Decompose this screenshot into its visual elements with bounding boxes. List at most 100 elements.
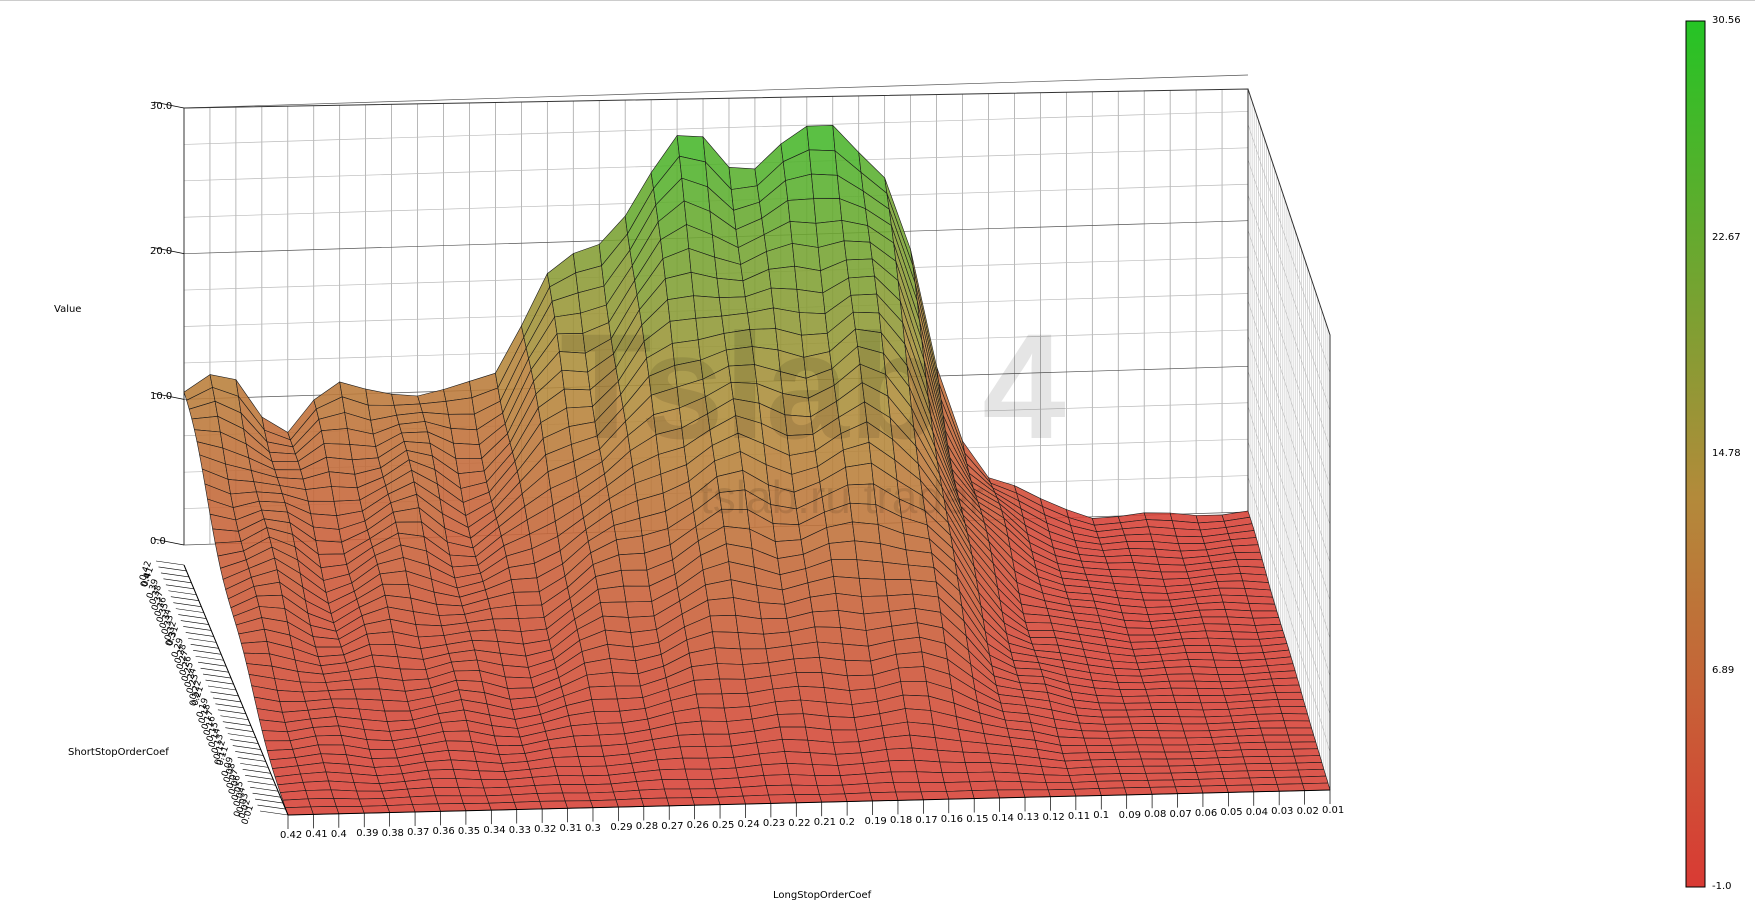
surface-cell: [856, 559, 886, 580]
colorbar-label: 30.56: [1712, 15, 1741, 26]
surface-cell: [1025, 622, 1054, 631]
y-tick-mark: [170, 596, 199, 602]
surface-cell: [284, 806, 314, 816]
surface-cell: [1083, 737, 1113, 746]
x-tick-label: 0.35: [457, 825, 481, 837]
surface-cell: [882, 561, 911, 581]
surface-cell: [695, 693, 725, 709]
surface-cell: [552, 756, 582, 767]
surface-cell: [1183, 644, 1213, 653]
y-tick-mark: [175, 608, 204, 613]
surface-cell: [1213, 659, 1243, 668]
surface-cell: [1125, 627, 1155, 636]
x-tick-label: 0.29: [610, 822, 633, 834]
surface-cell: [315, 734, 345, 746]
surface-cell: [615, 798, 645, 808]
surface-cell: [1138, 751, 1168, 760]
surface-cell: [852, 521, 881, 545]
surface-cell: [586, 672, 616, 688]
surface-cell: [716, 663, 746, 680]
surface-cell: [618, 552, 648, 571]
surface-cell: [1225, 784, 1255, 793]
surface-cell: [826, 701, 855, 718]
surface-cell: [625, 601, 655, 618]
surface-cell: [700, 720, 730, 735]
surface-cell: [1217, 673, 1247, 683]
surface-cell: [823, 687, 853, 705]
surface-cell: [1022, 789, 1051, 798]
surface-cell: [900, 681, 929, 697]
surface-cell: [1196, 601, 1226, 611]
surface-cell: [707, 756, 737, 770]
surface-cell: [1255, 713, 1285, 722]
surface-cell: [561, 369, 591, 391]
surface-cell: [1155, 723, 1185, 732]
y-tick-mark: [210, 691, 239, 697]
surface-cell: [709, 614, 739, 633]
y-tick-mark: [165, 584, 194, 590]
surface-cell: [1215, 749, 1244, 759]
surface-cell: [1153, 716, 1183, 725]
surface-cell: [758, 751, 788, 766]
surface-cell: [261, 730, 291, 742]
surface-cell: [356, 790, 386, 800]
surface-cell: [679, 746, 709, 759]
surface-cell: [703, 733, 732, 747]
surface-cell: [559, 351, 589, 373]
surface-cell: [457, 787, 487, 797]
z-tick-mark: [153, 247, 185, 255]
surface-cell: [1287, 734, 1317, 743]
surface-cell: [854, 540, 883, 563]
surface-cell: [788, 774, 818, 786]
y-tick-mark: [212, 697, 241, 703]
surface-cell: [1128, 634, 1157, 643]
x-axis-line: [287, 789, 1331, 816]
surface-cell: [844, 659, 874, 677]
surface-cell: [1274, 776, 1303, 785]
surface-cell: [305, 789, 335, 800]
x-tick-label: 0.33: [508, 824, 531, 836]
surface-cell: [335, 805, 365, 815]
surface-cell: [1289, 741, 1319, 750]
x-tick-label: 0.07: [1169, 808, 1192, 820]
y-tick-mark: [222, 721, 251, 727]
surface-cell: [850, 293, 880, 314]
surface-cell: [1181, 723, 1210, 732]
surface-cell: [450, 428, 480, 446]
surface-cell: [511, 793, 541, 803]
surface-cell: [1108, 737, 1138, 746]
surface-cell: [415, 624, 445, 638]
surface-cell: [597, 585, 627, 603]
surface-cell: [407, 786, 436, 798]
surface-cell: [842, 783, 871, 795]
surface-cell: [1262, 734, 1291, 743]
surface-cell: [363, 729, 393, 742]
surface-cell: [1244, 763, 1274, 772]
x-tick-label: 0.04: [1245, 806, 1269, 818]
surface-cell: [550, 746, 579, 758]
surface-cell: [830, 559, 860, 579]
surface-cell: [1147, 779, 1176, 788]
y-tick-mark: [190, 644, 219, 649]
surface-cell: [888, 759, 917, 773]
x-tick-label: 0.34: [483, 825, 506, 837]
surface-cell: [693, 295, 723, 319]
surface-cell: [488, 801, 518, 811]
surface-cell: [1149, 701, 1178, 710]
surface-cell: [412, 803, 441, 813]
x-tick-label: 0.32: [534, 823, 557, 835]
side-wall-frame: [1247, 88, 1331, 790]
x-tick-label: 0.24: [737, 819, 760, 831]
surface-cell: [478, 770, 508, 781]
surface-cell: [693, 678, 723, 695]
y-tick-mark: [183, 626, 212, 631]
surface-cell: [510, 577, 540, 593]
surface-cell: [1020, 781, 1049, 791]
surface-cell: [667, 295, 697, 322]
surface-cell: [1202, 708, 1232, 718]
surface-cell: [763, 774, 792, 786]
surface-cell: [997, 789, 1026, 799]
surface-cell: [1173, 528, 1203, 538]
y-tick-mark: [227, 733, 256, 738]
